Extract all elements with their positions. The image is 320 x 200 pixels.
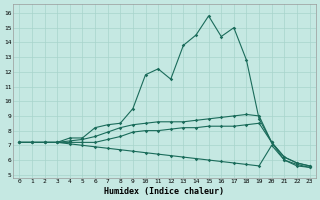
X-axis label: Humidex (Indice chaleur): Humidex (Indice chaleur) [104,187,224,196]
